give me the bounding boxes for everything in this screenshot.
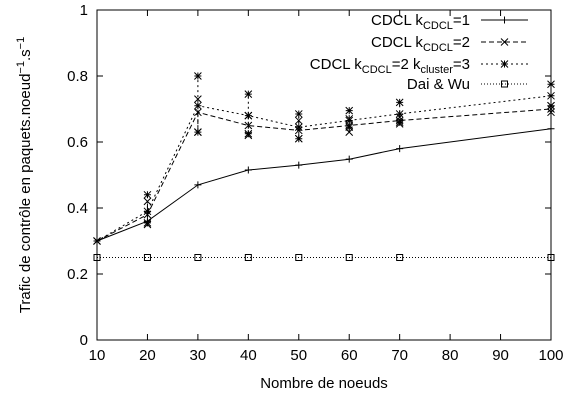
y-axis-label-sup2: −1 <box>15 37 27 50</box>
y-tick-label: 1 <box>80 2 88 19</box>
y-axis-label-sup1: −1 <box>15 61 27 74</box>
data-point-cdcl1 <box>194 181 202 189</box>
legend-label-cdcl2: CDCL kCDCL=2 <box>371 34 470 54</box>
error-cap-cdcl3 <box>395 118 404 127</box>
legend-subscript: CDCL <box>423 42 453 54</box>
y-tick-label: 0.4 <box>67 200 88 217</box>
data-point-cdcl3 <box>395 110 404 118</box>
series-layer <box>93 72 555 261</box>
series-cdcl3 <box>93 72 555 245</box>
data-point-cdcl3 <box>244 111 253 120</box>
data-point-cdcl1 <box>396 145 404 153</box>
x-tick-label: 20 <box>139 347 156 364</box>
x-tick-label: 50 <box>290 347 307 364</box>
y-tick-label: 0.8 <box>67 68 88 85</box>
data-point-daiwu <box>345 254 353 261</box>
legend-text: CDCL k <box>371 12 423 29</box>
x-tick-label: 10 <box>89 347 106 364</box>
y-axis-ticks: 0 0.2 0.4 0.6 0.8 1 <box>67 2 551 349</box>
legend-marker-cdcl1 <box>501 16 508 24</box>
data-point-daiwu <box>93 254 101 261</box>
y-axis-label-mid: .s <box>17 49 34 61</box>
legend-marker-cdcl2 <box>500 38 509 46</box>
error-cap-cdcl3 <box>395 98 404 107</box>
series-cdcl1 <box>93 125 555 245</box>
x-tick-label: 80 <box>442 347 459 364</box>
legend-text: CDCL k <box>310 56 362 73</box>
data-point-cdcl1 <box>295 161 303 169</box>
x-tick-label: 30 <box>190 347 207 364</box>
error-cap-cdcl3 <box>143 190 152 199</box>
plot-frame <box>96 9 552 341</box>
data-point-cdcl1 <box>244 166 252 174</box>
error-cap-cdcl3 <box>345 106 354 115</box>
data-point-cdcl3 <box>547 91 555 100</box>
legend-subscript: CDCL <box>423 20 453 32</box>
data-point-daiwu <box>547 254 555 261</box>
y-axis-label: Trafic de contrôle en paquets.noeud−1.s−… <box>15 37 34 313</box>
series-daiwu <box>93 254 555 261</box>
series-line-cdcl1 <box>96 128 552 242</box>
data-point-daiwu <box>194 254 202 261</box>
legend-text: Dai & Wu <box>407 76 470 93</box>
error-cap-cdcl3 <box>547 101 555 110</box>
legend-text-tail: =2 <box>453 34 470 51</box>
legend-text-tail: =2 k <box>392 56 421 73</box>
legend-marker-cdcl3 <box>500 60 509 68</box>
error-cap-cdcl3 <box>194 128 202 136</box>
data-point-cdcl3 <box>345 116 354 125</box>
legend-entry-cdcl2: CDCL kCDCL=2 <box>371 34 528 54</box>
y-tick-label: 0.2 <box>67 266 88 283</box>
data-point-cdcl3 <box>194 101 202 110</box>
error-cap-cdcl2 <box>194 95 202 103</box>
data-point-daiwu <box>143 254 151 261</box>
legend-subscript-2: cluster <box>420 64 453 76</box>
series-cdcl2 <box>93 95 555 245</box>
legend-text-tail: =1 <box>453 12 470 29</box>
series-line-cdcl2 <box>96 108 552 242</box>
legend-entry-daiwu: Dai & Wu <box>407 76 528 93</box>
data-point-cdcl1 <box>547 125 555 133</box>
data-point-cdcl1 <box>345 155 353 163</box>
error-cap-cdcl3 <box>345 123 354 132</box>
data-point-cdcl3 <box>93 237 101 245</box>
y-tick-label: 0 <box>80 332 88 349</box>
x-tick-label: 90 <box>492 347 509 364</box>
legend-text-tail-2: =3 <box>453 56 470 73</box>
error-cap-cdcl3 <box>244 90 253 99</box>
data-point-cdcl2 <box>244 121 253 130</box>
error-cap-cdcl3 <box>244 129 253 138</box>
data-point-daiwu <box>396 254 404 261</box>
data-point-daiwu <box>244 254 252 261</box>
legend-subscript: CDCL <box>362 64 392 76</box>
error-cap-cdcl2 <box>547 108 555 117</box>
legend-label-cdcl1: CDCL kCDCL=1 <box>371 12 470 32</box>
y-tick-label: 0.6 <box>67 134 88 151</box>
error-cap-cdcl3 <box>194 72 202 80</box>
legend-text: CDCL k <box>371 34 423 51</box>
data-point-cdcl3 <box>294 123 303 132</box>
y-axis-label-base: Trafic de contrôle en paquets.noeud <box>17 74 34 314</box>
legend-marker-daiwu <box>501 80 508 88</box>
x-tick-label: 40 <box>240 347 257 364</box>
error-cap-cdcl3 <box>547 80 555 89</box>
data-point-cdcl3 <box>143 207 152 216</box>
x-axis-ticks: 10 20 30 40 50 60 70 80 90 100 <box>89 10 564 364</box>
error-cap-cdcl2 <box>294 116 303 125</box>
x-tick-label: 70 <box>391 347 408 364</box>
legend-entry-cdcl1: CDCL kCDCL=1 <box>371 12 528 32</box>
x-axis-label: Nombre de noeuds <box>260 375 388 392</box>
legend-entry-cdcl3: CDCL kCDCL=2 kcluster=3 <box>310 56 528 76</box>
legend-label-daiwu: Dai & Wu <box>407 76 470 93</box>
series-line-cdcl3 <box>96 95 552 242</box>
x-tick-label: 100 <box>538 347 563 364</box>
error-cap-cdcl3 <box>294 110 303 118</box>
error-cap-cdcl3 <box>294 134 303 143</box>
legend-label-cdcl3: CDCL kCDCL=2 kcluster=3 <box>310 56 470 76</box>
error-cap-cdcl3 <box>143 218 152 227</box>
data-point-daiwu <box>295 254 303 261</box>
x-tick-label: 60 <box>341 347 358 364</box>
